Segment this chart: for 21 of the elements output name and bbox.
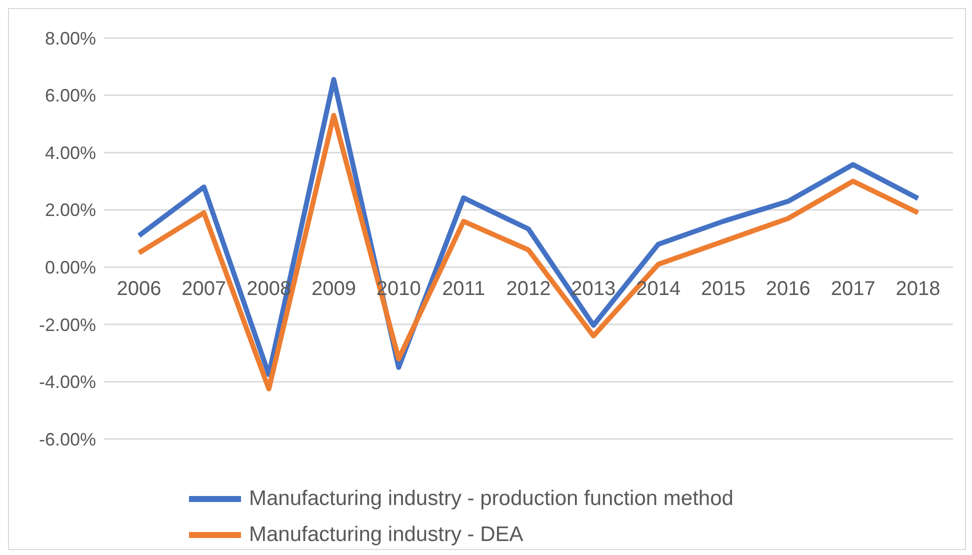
x-tick-label: 2015 — [701, 278, 746, 300]
legend-label: Manufacturing industry - production function method — [249, 487, 734, 511]
y-tick-label: 2.00% — [44, 200, 96, 220]
legend-label: Manufacturing industry - DEA — [249, 523, 524, 547]
y-tick-label: 6.00% — [44, 86, 96, 106]
x-tick-label: 2017 — [830, 278, 876, 300]
y-tick-label: -2.00% — [38, 314, 96, 335]
x-tick-label: 2013 — [571, 278, 616, 300]
y-tick-label: 4.00% — [44, 142, 96, 163]
x-tick-label: 2012 — [506, 278, 551, 300]
x-tick-label: 2009 — [312, 278, 356, 300]
x-tick-label: 2014 — [636, 278, 681, 300]
x-tick-label: 2011 — [442, 278, 486, 300]
y-tick-label: -4.00% — [38, 372, 96, 392]
y-tick-label: 8.00% — [44, 28, 96, 48]
x-tick-label: 2018 — [896, 278, 940, 300]
x-tick-label: 2007 — [182, 278, 226, 300]
x-tick-label: 2016 — [766, 278, 810, 300]
x-tick-label: 2006 — [116, 278, 162, 300]
y-tick-label: -6.00% — [38, 429, 96, 450]
y-tick-label: 0.00% — [44, 258, 96, 278]
